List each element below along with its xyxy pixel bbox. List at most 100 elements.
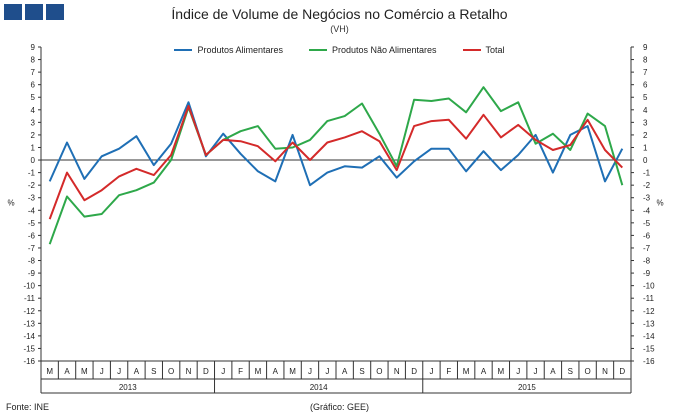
- y-tick-label-right: 1: [643, 143, 648, 152]
- y-tick-label-right: -13: [643, 319, 655, 328]
- source-note: Fonte: INE: [6, 402, 50, 412]
- y-tick-label-right: 2: [643, 131, 648, 140]
- legend-label-total: Total: [485, 45, 505, 55]
- y-tick-label-left: -14: [23, 332, 35, 341]
- y-tick-label-left: 7: [31, 68, 36, 77]
- year-label: 2015: [518, 383, 536, 392]
- legend-item: Produtos Não Alimentares: [308, 45, 437, 55]
- y-tick-label-left: -7: [28, 244, 36, 253]
- y-tick-label-right: -10: [643, 282, 655, 291]
- y-tick-label-left: -12: [23, 307, 35, 316]
- x-tick-label: S: [151, 367, 156, 376]
- y-tick-label-left: -9: [28, 269, 36, 278]
- y-tick-label-left: -10: [23, 282, 35, 291]
- y-tick-label-right: 6: [643, 81, 648, 90]
- y-tick-label-left: -16: [23, 357, 35, 366]
- y-axis-unit-right: %: [656, 198, 663, 207]
- series-line-0: [48, 101, 624, 187]
- x-tick-label: S: [359, 367, 364, 376]
- y-tick-label-right: -15: [643, 344, 655, 353]
- x-tick-label: N: [602, 367, 608, 376]
- legend-swatch-alimentares: [174, 49, 193, 51]
- x-tick-label: D: [411, 367, 417, 376]
- legend-label-alimentares: Produtos Alimentares: [197, 45, 283, 55]
- graph-credit: (Gráfico: GEE): [309, 402, 369, 412]
- y-tick-label-right: 5: [643, 93, 648, 102]
- y-tick-label-left: 5: [31, 93, 36, 102]
- x-tick-label: A: [342, 367, 348, 376]
- logo-square: [4, 4, 22, 20]
- x-tick-label: M: [498, 367, 505, 376]
- chart-subtitle: (VH): [330, 24, 349, 34]
- y-tick-label-right: -9: [643, 269, 651, 278]
- x-tick-label: A: [64, 367, 70, 376]
- chart-title: Índice de Volume de Negócios no Comércio…: [171, 6, 508, 22]
- y-tick-label-right: 7: [643, 68, 648, 77]
- x-tick-label: J: [100, 367, 104, 376]
- x-tick-label: J: [516, 367, 520, 376]
- y-tick-label-right: -4: [643, 206, 651, 215]
- x-tick-label: F: [238, 367, 243, 376]
- x-tick-label: N: [186, 367, 192, 376]
- y-tick-label-left: -1: [28, 169, 36, 178]
- y-tick-label-left: -8: [28, 257, 36, 266]
- y-tick-label-left: 4: [31, 106, 36, 115]
- x-tick-label: M: [255, 367, 262, 376]
- x-tick-label: M: [46, 367, 53, 376]
- y-tick-label-left: -5: [28, 219, 36, 228]
- series-line-1: [48, 86, 624, 245]
- y-tick-label-left: 6: [31, 81, 36, 90]
- y-tick-label-right: -6: [643, 231, 651, 240]
- y-tick-label-right: -1: [643, 169, 651, 178]
- legend-label-nao-alimentares: Produtos Não Alimentares: [331, 45, 437, 55]
- year-label: 2013: [119, 383, 137, 392]
- y-tick-label-right: -7: [643, 244, 651, 253]
- y-tick-label-right: -14: [643, 332, 655, 341]
- y-tick-label-left: -15: [23, 344, 35, 353]
- brand-logo: [4, 4, 64, 20]
- x-tick-label: A: [134, 367, 140, 376]
- x-tick-label: A: [273, 367, 279, 376]
- x-tick-label: D: [203, 367, 209, 376]
- y-tick-label-left: 2: [31, 131, 36, 140]
- y-tick-label-right: -11: [643, 294, 655, 303]
- y-tick-label-left: 1: [31, 143, 36, 152]
- y-tick-label-left: -13: [23, 319, 35, 328]
- x-tick-label: N: [394, 367, 400, 376]
- x-tick-label: A: [550, 367, 556, 376]
- legend-item: Produtos Alimentares: [174, 45, 283, 55]
- y-tick-label-right: -16: [643, 357, 655, 366]
- legend-swatch-nao-alimentares: [308, 49, 327, 51]
- x-tick-label: J: [325, 367, 329, 376]
- x-tick-label: F: [446, 367, 451, 376]
- y-axis-unit-left: %: [7, 198, 14, 207]
- chart-legend: Produtos Alimentares Produtos Não Alimen…: [0, 45, 679, 55]
- y-tick-label-left: 3: [31, 118, 36, 127]
- y-tick-label-left: -11: [24, 294, 36, 303]
- year-label: 2014: [310, 383, 328, 392]
- x-tick-label: J: [534, 367, 538, 376]
- x-tick-label: O: [168, 367, 174, 376]
- y-tick-label-right: 0: [643, 156, 648, 165]
- x-tick-label: M: [81, 367, 88, 376]
- x-tick-label: M: [289, 367, 296, 376]
- x-tick-label: J: [429, 367, 433, 376]
- y-tick-label-right: -5: [643, 219, 651, 228]
- y-tick-label-right: 8: [643, 56, 648, 65]
- legend-item: Total: [462, 45, 505, 55]
- logo-square: [46, 4, 64, 20]
- series-line-2: [48, 105, 624, 220]
- x-tick-label: M: [463, 367, 470, 376]
- y-tick-label-left: -4: [28, 206, 36, 215]
- legend-swatch-total: [462, 49, 481, 51]
- x-tick-label: D: [619, 367, 625, 376]
- x-tick-label: A: [481, 367, 487, 376]
- y-tick-label-right: 3: [643, 118, 648, 127]
- x-tick-label: J: [117, 367, 121, 376]
- y-tick-label-left: 9: [31, 43, 36, 52]
- logo-square: [25, 4, 43, 20]
- y-tick-label-right: -2: [643, 181, 651, 190]
- x-tick-label: J: [308, 367, 312, 376]
- y-tick-label-right: -8: [643, 257, 651, 266]
